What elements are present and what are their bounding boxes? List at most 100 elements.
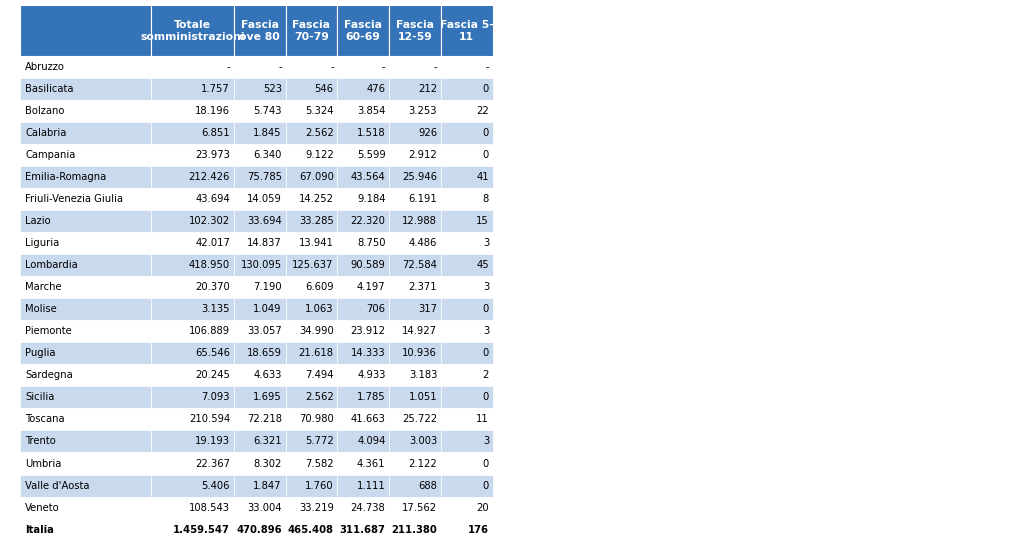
Bar — [233, 210, 286, 233]
Text: Friuli-Venezia Giulia: Friuli-Venezia Giulia — [26, 194, 123, 204]
Text: 4.633: 4.633 — [254, 370, 282, 381]
Text: 33.004: 33.004 — [248, 502, 282, 513]
Text: -: - — [433, 62, 437, 72]
Bar — [20, 56, 152, 78]
Bar — [20, 364, 152, 387]
Bar — [441, 233, 493, 254]
Bar — [233, 299, 286, 321]
Text: 67.090: 67.090 — [299, 173, 334, 182]
Bar — [152, 364, 233, 387]
Bar — [152, 78, 233, 100]
Text: 33.285: 33.285 — [299, 216, 334, 227]
Text: 5.772: 5.772 — [305, 436, 334, 447]
Bar — [337, 188, 389, 210]
Bar — [286, 144, 337, 167]
Text: 3: 3 — [482, 239, 489, 248]
Text: 33.694: 33.694 — [247, 216, 282, 227]
Bar — [441, 453, 493, 474]
Text: Toscana: Toscana — [26, 414, 65, 424]
Text: 8.302: 8.302 — [254, 459, 282, 468]
Bar — [389, 233, 441, 254]
Bar — [152, 56, 233, 78]
Text: Valle d'Aosta: Valle d'Aosta — [26, 480, 90, 490]
Text: 1.459.547: 1.459.547 — [173, 525, 230, 535]
Bar — [441, 100, 493, 122]
Text: Campania: Campania — [26, 150, 76, 161]
Text: 7.093: 7.093 — [202, 393, 230, 402]
Bar — [286, 364, 337, 387]
Text: 20: 20 — [476, 502, 489, 513]
Text: 317: 317 — [418, 305, 437, 314]
Bar — [441, 519, 493, 541]
Text: 212: 212 — [418, 84, 437, 94]
Bar — [286, 387, 337, 408]
Text: Puglia: Puglia — [26, 348, 56, 358]
Text: 13.941: 13.941 — [299, 239, 334, 248]
Bar — [441, 342, 493, 364]
Text: 11: 11 — [476, 414, 489, 424]
Bar — [286, 453, 337, 474]
Bar — [20, 100, 152, 122]
Bar — [389, 474, 441, 496]
Text: 75.785: 75.785 — [247, 173, 282, 182]
Text: 25.946: 25.946 — [402, 173, 437, 182]
Text: Italia: Italia — [26, 525, 54, 535]
Text: 523: 523 — [263, 84, 282, 94]
Text: 23.973: 23.973 — [196, 150, 230, 161]
Bar — [286, 56, 337, 78]
Bar — [389, 453, 441, 474]
Text: 176: 176 — [468, 525, 489, 535]
Bar — [389, 144, 441, 167]
Text: 14.927: 14.927 — [402, 327, 437, 336]
Bar — [20, 78, 152, 100]
Text: 0: 0 — [482, 393, 489, 402]
Text: 1.757: 1.757 — [202, 84, 230, 94]
Text: 72.584: 72.584 — [402, 260, 437, 270]
Text: 14.252: 14.252 — [299, 194, 334, 204]
Text: 1.111: 1.111 — [356, 480, 385, 490]
Text: -: - — [485, 62, 489, 72]
Bar — [233, 254, 286, 276]
Text: 20.245: 20.245 — [196, 370, 230, 381]
Bar — [152, 210, 233, 233]
Bar — [441, 321, 493, 342]
Text: 41.663: 41.663 — [350, 414, 385, 424]
Bar — [441, 254, 493, 276]
Bar — [152, 474, 233, 496]
Bar — [286, 254, 337, 276]
Text: 0: 0 — [482, 150, 489, 161]
Bar — [337, 100, 389, 122]
Text: 6.191: 6.191 — [409, 194, 437, 204]
Bar — [389, 299, 441, 321]
Bar — [286, 276, 337, 299]
Text: 418.950: 418.950 — [189, 260, 230, 270]
Bar — [152, 453, 233, 474]
Text: 5.324: 5.324 — [305, 106, 334, 116]
Bar — [441, 430, 493, 453]
Text: 0: 0 — [482, 84, 489, 94]
Bar — [337, 167, 389, 188]
Bar — [20, 188, 152, 210]
Bar — [286, 210, 337, 233]
Bar — [389, 100, 441, 122]
Text: 3: 3 — [482, 282, 489, 293]
Bar — [233, 78, 286, 100]
Bar — [389, 364, 441, 387]
Bar — [152, 233, 233, 254]
Text: 0: 0 — [482, 348, 489, 358]
Bar — [441, 299, 493, 321]
Bar — [233, 387, 286, 408]
Text: 8: 8 — [482, 194, 489, 204]
Text: 22.320: 22.320 — [350, 216, 385, 227]
Bar — [233, 276, 286, 299]
Text: 25.722: 25.722 — [402, 414, 437, 424]
Bar — [441, 387, 493, 408]
Text: 211.380: 211.380 — [391, 525, 437, 535]
Bar — [441, 474, 493, 496]
Text: 0: 0 — [482, 459, 489, 468]
Text: Lazio: Lazio — [26, 216, 51, 227]
Text: 130.095: 130.095 — [241, 260, 282, 270]
Text: 14.333: 14.333 — [351, 348, 385, 358]
Bar — [389, 122, 441, 144]
Bar — [233, 430, 286, 453]
